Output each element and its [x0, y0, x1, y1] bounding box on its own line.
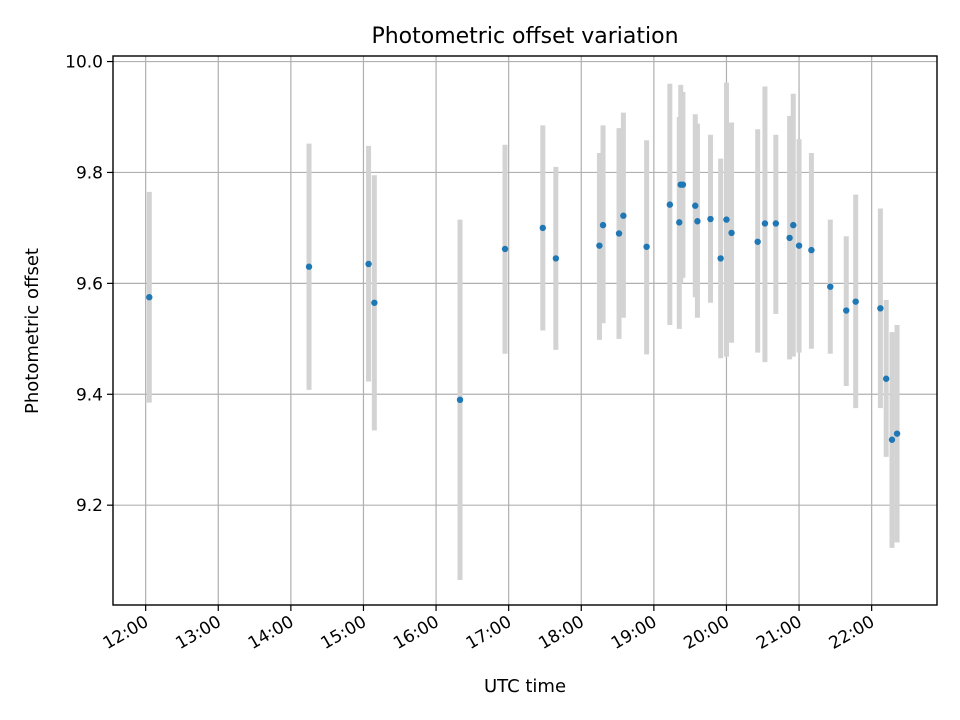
- data-points: [146, 181, 901, 443]
- data-point: [827, 283, 834, 290]
- data-point: [723, 216, 730, 223]
- y-axis-label: Photometric offset: [22, 248, 43, 414]
- data-point: [707, 215, 714, 223]
- data-point: [666, 201, 674, 208]
- data-point: [754, 238, 761, 245]
- data-point: [790, 221, 797, 229]
- data-point: [786, 234, 793, 242]
- data-point: [877, 305, 884, 312]
- data-point: [852, 298, 859, 305]
- data-point: [620, 212, 627, 219]
- data-point: [843, 307, 850, 314]
- y-tick-label: 9.6: [76, 274, 103, 294]
- data-point: [717, 255, 724, 262]
- data-point: [679, 181, 687, 188]
- data-point: [795, 242, 803, 249]
- data-point: [888, 436, 896, 443]
- y-tick-label: 9.8: [76, 163, 103, 183]
- data-point: [552, 255, 560, 262]
- data-point: [772, 220, 780, 227]
- data-point: [694, 218, 701, 225]
- data-point: [365, 260, 372, 268]
- data-point: [539, 224, 546, 232]
- data-point: [596, 242, 603, 249]
- y-tick-label: 9.2: [76, 496, 103, 516]
- data-point: [599, 221, 607, 229]
- y-tick-label: 10.0: [65, 53, 103, 73]
- data-point: [882, 375, 890, 382]
- data-point: [615, 230, 623, 237]
- plot-frame: [112, 55, 938, 606]
- data-point: [893, 430, 901, 437]
- data-point: [643, 243, 650, 250]
- data-point: [371, 299, 378, 306]
- data-point: [146, 294, 153, 301]
- data-point: [501, 245, 509, 253]
- data-point: [808, 246, 815, 254]
- data-point: [456, 396, 464, 404]
- x-axis-label: UTC time: [484, 676, 566, 697]
- data-point: [305, 263, 313, 270]
- data-point: [692, 202, 699, 209]
- data-point: [676, 219, 683, 226]
- data-point: [728, 229, 735, 237]
- data-point: [761, 220, 769, 227]
- chart-title: Photometric offset variation: [371, 24, 678, 49]
- y-tick-label: 9.4: [76, 385, 103, 405]
